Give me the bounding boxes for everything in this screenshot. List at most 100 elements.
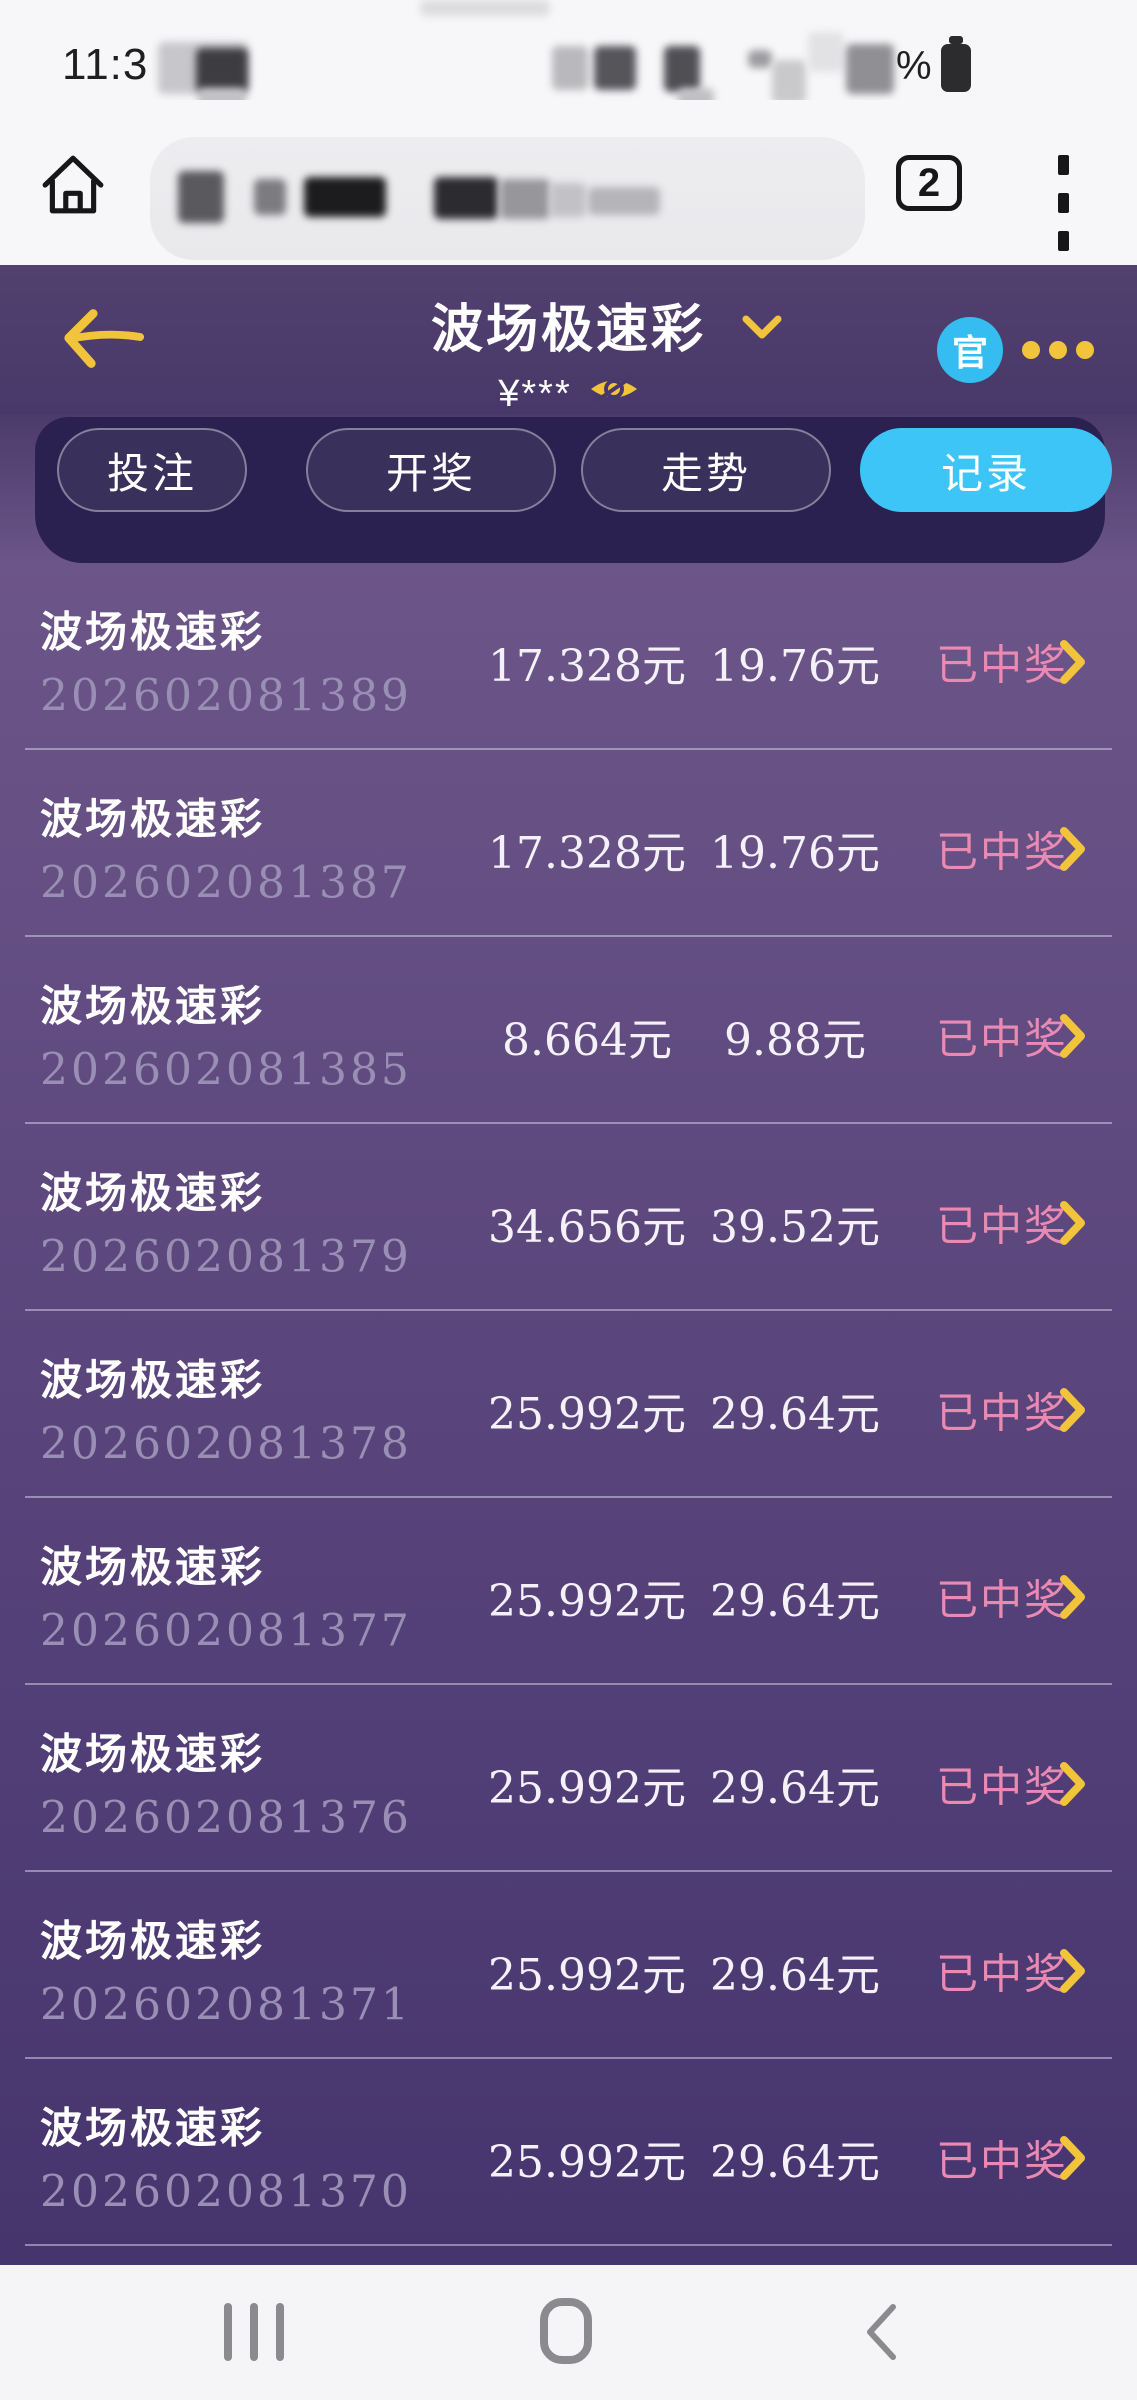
chevron-down-icon[interactable] bbox=[742, 315, 782, 341]
record-status: 已中奖 bbox=[936, 828, 1069, 876]
record-title: 波场极速彩 bbox=[40, 1730, 266, 1778]
battery-icon bbox=[949, 36, 963, 44]
record-prize-amount: 9.88元 bbox=[724, 1015, 866, 1066]
redaction-block bbox=[748, 50, 772, 68]
status-time: 11:3 bbox=[62, 40, 149, 89]
redaction-block bbox=[178, 171, 224, 223]
record-status: 已中奖 bbox=[936, 1389, 1069, 1437]
redaction-block bbox=[550, 183, 586, 217]
record-status: 已中奖 bbox=[936, 641, 1069, 689]
browser-tab-counter[interactable]: 2 bbox=[896, 155, 962, 211]
back-arrow-icon[interactable] bbox=[58, 305, 146, 371]
record-title: 波场极速彩 bbox=[40, 1543, 266, 1591]
record-bet-amount: 17.328元 bbox=[488, 828, 686, 879]
chevron-right-icon bbox=[1060, 827, 1085, 871]
app-header: 波场极速彩 ¥*** 官 bbox=[0, 265, 1137, 415]
record-id: 202602081389 bbox=[40, 670, 412, 722]
record-row[interactable]: 波场极速彩 202602081377 25.992元 29.64元 已中奖 bbox=[0, 1498, 1137, 1685]
page-title: 波场极速彩 bbox=[430, 301, 706, 359]
redaction-block bbox=[254, 179, 286, 215]
battery-icon bbox=[941, 44, 971, 92]
chevron-right-icon bbox=[1060, 1388, 1085, 1432]
chevron-right-icon bbox=[1060, 2136, 1085, 2180]
chevron-right-icon bbox=[1060, 1762, 1085, 1806]
record-row[interactable]: 波场极速彩 202602081385 8.664元 9.88元 已中奖 bbox=[0, 937, 1137, 1124]
record-status: 已中奖 bbox=[936, 1763, 1069, 1811]
record-bet-amount: 25.992元 bbox=[488, 1763, 686, 1814]
record-bet-amount: 34.656元 bbox=[488, 1202, 686, 1253]
record-id: 202602081370 bbox=[40, 2166, 412, 2218]
redaction-block bbox=[196, 48, 248, 92]
official-badge[interactable]: 官 bbox=[937, 317, 1003, 383]
tab-bet[interactable]: 投注 bbox=[57, 428, 247, 512]
record-row[interactable]: 波场极速彩 202602081376 25.992元 29.64元 已中奖 bbox=[0, 1685, 1137, 1872]
record-bet-amount: 17.328元 bbox=[488, 641, 686, 692]
record-prize-amount: 19.76元 bbox=[710, 641, 880, 692]
redaction-block bbox=[808, 32, 844, 72]
record-prize-amount: 29.64元 bbox=[710, 1576, 880, 1627]
redaction-block bbox=[420, 0, 550, 16]
record-row[interactable]: 波场极速彩 202602081378 25.992元 29.64元 已中奖 bbox=[0, 1311, 1137, 1498]
redaction-block bbox=[434, 177, 498, 219]
browser-home-icon[interactable] bbox=[40, 148, 106, 220]
record-id: 202602081376 bbox=[40, 1792, 412, 1844]
record-title: 波场极速彩 bbox=[40, 795, 266, 843]
record-status: 已中奖 bbox=[936, 1202, 1069, 1250]
record-id: 202602081379 bbox=[40, 1231, 412, 1283]
chevron-right-icon bbox=[1060, 1949, 1085, 1993]
record-title: 波场极速彩 bbox=[40, 1356, 266, 1404]
record-status: 已中奖 bbox=[936, 1576, 1069, 1624]
record-status: 已中奖 bbox=[936, 1015, 1069, 1063]
address-bar[interactable] bbox=[150, 137, 865, 260]
record-prize-amount: 29.64元 bbox=[710, 1389, 880, 1440]
record-bet-amount: 25.992元 bbox=[488, 2137, 686, 2188]
tab-records[interactable]: 记录 bbox=[860, 428, 1112, 512]
record-id: 202602081371 bbox=[40, 1979, 412, 2031]
status-bar: 11:3 % bbox=[0, 0, 1137, 112]
record-id: 202602081385 bbox=[40, 1044, 412, 1096]
chevron-right-icon bbox=[1060, 640, 1085, 684]
record-row[interactable]: 波场极速彩 202602081371 25.992元 29.64元 已中奖 bbox=[0, 1872, 1137, 2059]
chevron-right-icon bbox=[1060, 1575, 1085, 1619]
chevron-right-icon bbox=[1060, 1014, 1085, 1058]
record-prize-amount: 29.64元 bbox=[710, 1950, 880, 2001]
record-row[interactable]: 波场极速彩 202602081370 25.992元 29.64元 已中奖 bbox=[0, 2059, 1137, 2246]
record-status: 已中奖 bbox=[936, 1950, 1069, 1998]
record-prize-amount: 19.76元 bbox=[710, 828, 880, 879]
record-prize-amount: 29.64元 bbox=[710, 1763, 880, 1814]
battery-percent-text: % bbox=[896, 44, 932, 88]
record-row[interactable]: 波场极速彩 202602081389 17.328元 19.76元 已中奖 bbox=[0, 563, 1137, 750]
redaction-block bbox=[304, 177, 386, 217]
nav-recents-icon[interactable] bbox=[224, 2303, 284, 2361]
redaction-block bbox=[552, 46, 588, 90]
tab-label: 走势 bbox=[660, 449, 751, 497]
tab-label: 投注 bbox=[106, 449, 197, 497]
record-bet-amount: 25.992元 bbox=[488, 1389, 686, 1440]
nav-home-icon[interactable] bbox=[540, 2298, 592, 2364]
record-title: 波场极速彩 bbox=[40, 1917, 266, 1965]
android-nav-bar bbox=[0, 2265, 1137, 2400]
more-options-icon[interactable] bbox=[1022, 341, 1094, 359]
record-status: 已中奖 bbox=[936, 2137, 1069, 2185]
record-id: 202602081378 bbox=[40, 1418, 412, 1470]
record-row[interactable]: 波场极速彩 202602081379 34.656元 39.52元 已中奖 bbox=[0, 1124, 1137, 1311]
record-bet-amount: 25.992元 bbox=[488, 1576, 686, 1627]
record-bet-amount: 25.992元 bbox=[488, 1950, 686, 2001]
record-title: 波场极速彩 bbox=[40, 608, 266, 656]
record-row[interactable]: 波场极速彩 202602081387 17.328元 19.76元 已中奖 bbox=[0, 750, 1137, 937]
tab-trend[interactable]: 走势 bbox=[581, 428, 831, 512]
chevron-right-icon bbox=[1060, 1201, 1085, 1245]
tab-draw[interactable]: 开奖 bbox=[306, 428, 556, 512]
tab-label: 开奖 bbox=[385, 449, 476, 497]
record-prize-amount: 39.52元 bbox=[710, 1202, 880, 1253]
eye-off-icon[interactable] bbox=[588, 371, 640, 407]
redaction-block bbox=[846, 44, 894, 94]
record-title: 波场极速彩 bbox=[40, 2104, 266, 2152]
tab-band: 投注 开奖 走势 记录 bbox=[0, 415, 1137, 563]
browser-toolbar: 2 bbox=[0, 100, 1137, 265]
nav-back-icon[interactable] bbox=[862, 2301, 900, 2363]
redaction-block bbox=[772, 60, 806, 104]
browser-menu-icon[interactable] bbox=[1058, 155, 1070, 251]
record-title: 波场极速彩 bbox=[40, 1169, 266, 1217]
record-id: 202602081377 bbox=[40, 1605, 412, 1657]
